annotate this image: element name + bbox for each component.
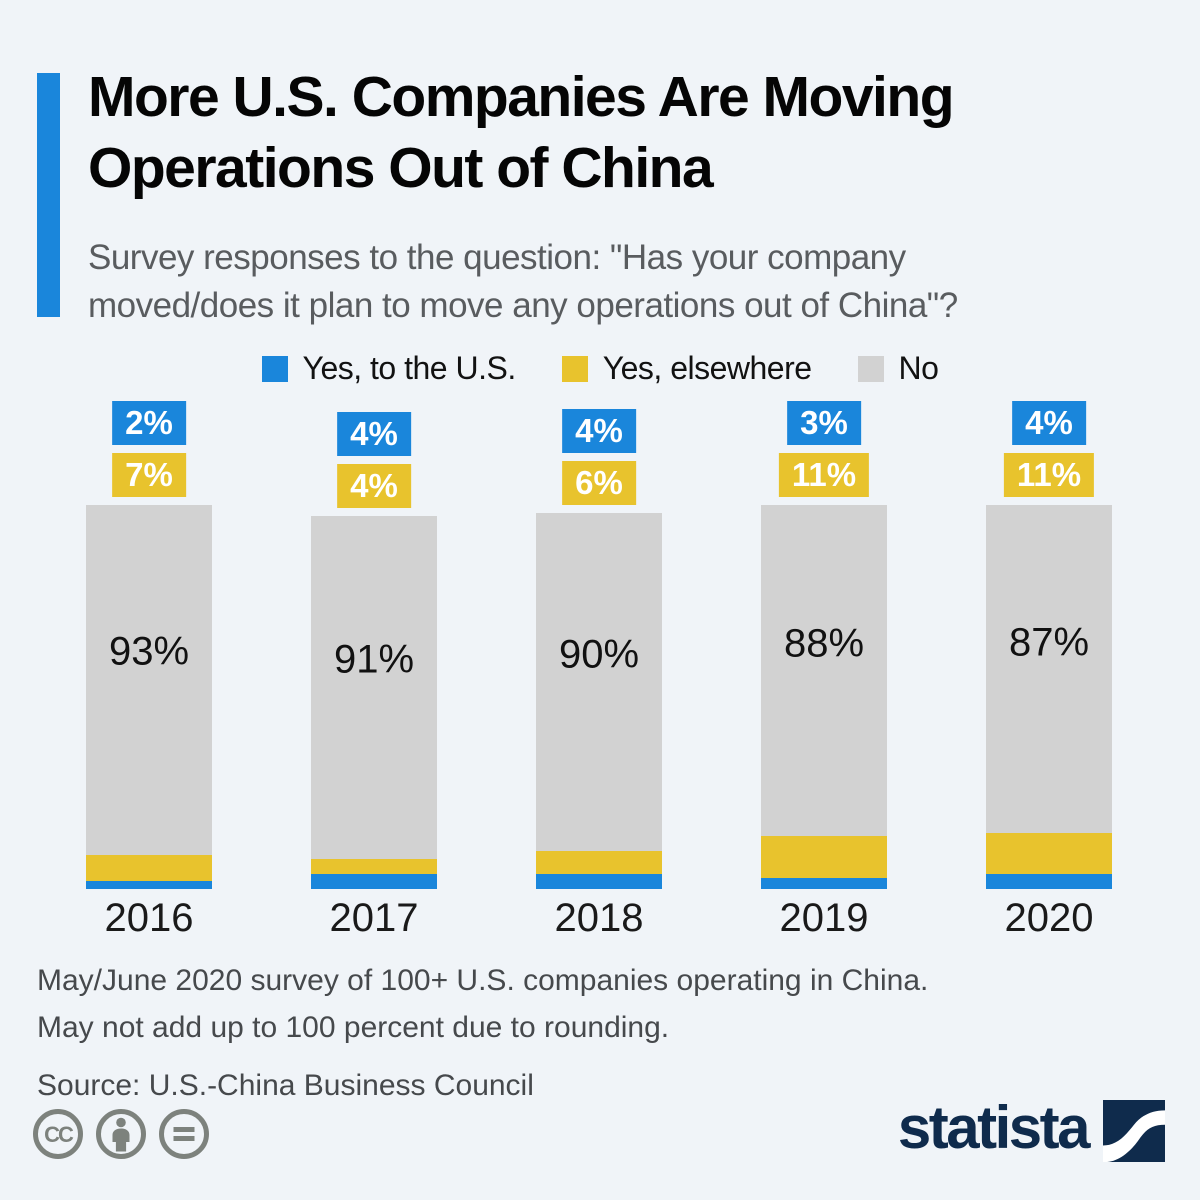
bar-2017-no-segment: 91%: [311, 516, 437, 859]
chart-footnote: May/June 2020 survey of 100+ U.S. compan…: [37, 964, 929, 1044]
bar-2019-yes-us-segment: [761, 877, 887, 889]
legend-label: Yes, elsewhere: [602, 350, 812, 386]
bar-2020-no-segment: 87%: [986, 505, 1112, 833]
bar-2016-yes-us-segment: [86, 881, 212, 889]
bar-2020-yes-us-label-chip: 4%: [1012, 401, 1086, 446]
bar-2017-no-value-label: 91%: [333, 637, 415, 682]
bar-2020-yes-elsewhere-label-chip: 11%: [1003, 453, 1095, 498]
year-label-2018: 2018: [554, 896, 644, 940]
year-label-2017: 2017: [329, 896, 419, 940]
legend-swatch-icon: [261, 355, 288, 382]
legend-label: No: [898, 350, 939, 386]
bar-2019-no-value-label: 88%: [783, 621, 865, 666]
legend-label: Yes, to the U.S.: [302, 350, 517, 386]
year-label-2020: 2020: [1004, 896, 1094, 940]
legend-item-3: No: [857, 350, 939, 387]
bar-2018-no-segment: 90%: [536, 512, 662, 852]
statista-wordmark: statista: [897, 1094, 1091, 1161]
page-title: More U.S. Companies Are Moving Operation…: [88, 65, 955, 200]
bar-2016-no-value-label: 93%: [108, 629, 190, 674]
bar-2018-yes-us-label-chip: 4%: [562, 408, 636, 453]
legend: Yes, to the U.S. Yes, elsewhere No: [0, 350, 1200, 387]
bar-2017-yes-elsewhere-segment: [311, 858, 437, 874]
bar-2016-no-segment: 93%: [86, 505, 212, 856]
title-accent-bar: [37, 73, 60, 317]
year-label-2019: 2019: [779, 896, 869, 940]
statista-logo-mark: [1103, 1100, 1165, 1162]
bar-2017-yes-us-label-chip: 4%: [337, 412, 411, 457]
attribution-person-icon: [96, 1109, 146, 1159]
statista-logo: statista: [898, 1098, 1165, 1164]
cc-icon: CC: [33, 1109, 83, 1159]
legend-item-1: Yes, to the U.S.: [261, 350, 517, 387]
bar-2020-yes-elsewhere-segment: [986, 832, 1112, 874]
bar-2020-yes-us-segment: [986, 873, 1112, 889]
bar-2016-yes-elsewhere-segment: [86, 855, 212, 882]
legend-item-2: Yes, elsewhere: [561, 350, 812, 387]
bar-2020-no-value-label: 87%: [1008, 620, 1090, 665]
chart-source: Source: U.S.-China Business Council: [37, 1069, 534, 1102]
bar-2016-yes-us-label-chip: 2%: [112, 401, 186, 446]
bar-2019-no-segment: 88%: [761, 505, 887, 837]
legend-swatch-icon: [857, 355, 884, 382]
legend-swatch-icon: [561, 355, 588, 382]
bar-2016-yes-elsewhere-label-chip: 7%: [112, 453, 186, 498]
bar-2018-yes-us-segment: [536, 873, 662, 889]
year-label-2016: 2016: [104, 896, 194, 940]
bar-2018-yes-elsewhere-label-chip: 6%: [562, 460, 636, 505]
bar-2017-yes-elsewhere-label-chip: 4%: [337, 464, 411, 509]
license-icons: CC: [32, 1108, 210, 1160]
bar-2017-yes-us-segment: [311, 873, 437, 889]
bar-2018-no-value-label: 90%: [558, 632, 640, 677]
svg-text:CC: CC: [44, 1122, 74, 1147]
bar-2018-yes-elsewhere-segment: [536, 851, 662, 874]
bar-2019-yes-elsewhere-label-chip: 11%: [778, 453, 870, 498]
bar-2019-yes-us-label-chip: 3%: [787, 401, 861, 446]
no-derivatives-equals-icon: [159, 1109, 209, 1159]
bar-2019-yes-elsewhere-segment: [761, 836, 887, 878]
page-subtitle: Survey responses to the question: "Has y…: [88, 238, 958, 325]
